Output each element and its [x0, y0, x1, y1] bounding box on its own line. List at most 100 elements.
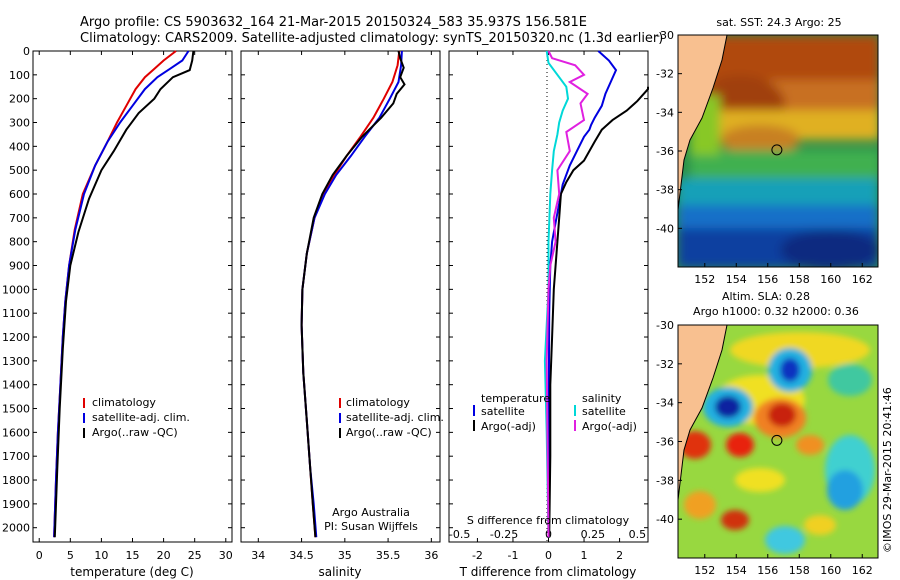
x-tick-label: 20	[157, 549, 171, 562]
series-line-climatology	[300, 50, 401, 538]
salinity-axes-frame	[240, 50, 441, 543]
depth-tick-label: 800	[9, 236, 30, 249]
x-tick-label: 35.5	[376, 549, 401, 562]
lat-tick-label: -34	[656, 106, 674, 119]
lat-tick-label: -30	[656, 29, 674, 42]
s-diff-tick-label: 0.5	[629, 528, 647, 541]
depth-tick-label: 600	[9, 188, 30, 201]
x-tick-label: -1	[507, 549, 518, 562]
x-tick-label: 34	[251, 549, 265, 562]
salinity-x-label: salinity	[318, 565, 361, 579]
lat-tick-label: -38	[656, 184, 674, 197]
x-tick-label: 15	[126, 549, 140, 562]
lon-tick-label: 160	[820, 273, 841, 286]
legend-label-climatology: climatology	[92, 396, 156, 409]
series-line-satellite-adj-clim-	[300, 50, 403, 538]
s-difference-label: S difference from climatology	[467, 514, 630, 527]
legend-label-climatology: climatology	[346, 396, 410, 409]
sla-land	[678, 325, 727, 500]
temperature-legend: climatology satellite-adj. clim. Argo(..…	[83, 396, 190, 439]
lat-tick-label: -36	[656, 436, 674, 449]
x-tick-label: 36	[424, 549, 438, 562]
depth-tick-label: 1500	[2, 403, 30, 416]
lat-tick-label: -30	[656, 319, 674, 332]
legend-label-satellite: satellite-adj. clim.	[92, 411, 190, 424]
legend-label-t-argo: Argo(-adj)	[481, 420, 536, 433]
salinity-legend: climatology satellite-adj. clim. Argo(..…	[339, 396, 444, 439]
lon-tick-label: 158	[789, 564, 810, 577]
argo-australia-credit: Argo Australia	[332, 506, 410, 519]
lat-tick-label: -40	[656, 222, 674, 235]
x-tick-label: 35	[338, 549, 352, 562]
x-tick-label: -2	[472, 549, 483, 562]
depth-tick-label: 1600	[2, 426, 30, 439]
x-tick-label: 30	[219, 549, 233, 562]
sst-coastline	[678, 35, 728, 211]
header-line-2: Climatology: CARS2009. Satellite-adjuste…	[80, 31, 663, 46]
series-line-argo-raw-qc-	[53, 50, 195, 538]
series-line-t-argo-adj-	[548, 86, 649, 538]
header-line-1: Argo profile: CS 5903632_164 21-Mar-2015…	[80, 15, 587, 30]
lat-tick-label: -32	[656, 68, 674, 81]
legend-title-temperature: temperature	[481, 392, 550, 405]
series-line-satellite-adj-clim-	[53, 50, 190, 538]
x-tick-label: 2	[616, 549, 623, 562]
legend-label-t-satellite: satellite	[481, 405, 525, 418]
lon-tick-label: 160	[820, 564, 841, 577]
series-line-climatology	[53, 50, 177, 538]
t-difference-x-label: T difference from climatology	[459, 565, 637, 579]
x-tick-label: 0	[36, 549, 43, 562]
legend-label-argo: Argo(..raw -QC)	[346, 426, 432, 439]
lat-tick-label: -40	[656, 513, 674, 526]
difference-legend: temperature salinity satellite Argo(-adj…	[473, 392, 637, 433]
lat-tick-label: -38	[656, 474, 674, 487]
series-line-s-argo-adj-	[545, 50, 590, 538]
lon-tick-label: 154	[726, 273, 747, 286]
depth-tick-label: 1900	[2, 498, 30, 511]
lon-tick-label: 156	[757, 273, 778, 286]
lat-tick-label: -36	[656, 145, 674, 158]
x-tick-label: 1	[581, 549, 588, 562]
legend-label-argo: Argo(..raw -QC)	[92, 426, 178, 439]
depth-tick-label: 1200	[2, 331, 30, 344]
temperature-axes-frame	[32, 50, 233, 543]
argo-float-marker	[771, 434, 783, 446]
depth-tick-label: 100	[9, 69, 30, 82]
depth-tick-label: 2000	[2, 522, 30, 535]
depth-tick-label: 900	[9, 260, 30, 273]
depth-axis: 0 100 200 300 400 500 600 700 800 900 1000 1100 1200…	[2, 45, 232, 535]
sla-map: Altim. SLA: 0.28 Argo h1000: 0.32 h2000:…	[656, 290, 879, 577]
depth-tick-label: 1700	[2, 450, 30, 463]
lon-tick-label: 154	[726, 564, 747, 577]
sst-map: sat. SST: 24.3 Argo: 25 152 154 156 158 16	[656, 16, 879, 286]
depth-tick-label: 1400	[2, 379, 30, 392]
lat-tick-label: -34	[656, 397, 674, 410]
x-tick-label: 5	[67, 549, 74, 562]
lat-tick-label: -32	[656, 358, 674, 371]
series-line-t-satellite	[547, 50, 618, 538]
sla-map-title-1: Altim. SLA: 0.28	[722, 290, 810, 303]
series-line-argo-raw-qc-	[300, 50, 406, 538]
pi-credit: PI: Susan Wijffels	[324, 520, 418, 533]
lon-tick-label: 156	[757, 564, 778, 577]
s-diff-tick-label: 0.25	[581, 528, 606, 541]
depth-tick-label: 1800	[2, 474, 30, 487]
lon-tick-label: 162	[852, 273, 873, 286]
temperature-panel: 0100200300400500600700800900100011001200…	[2, 45, 233, 579]
legend-label-satellite: satellite-adj. clim.	[346, 411, 444, 424]
difference-panel: -2 -1 0 1 2 -0.5 -0.25 0 0.25 0.5 S difference f…	[448, 50, 649, 579]
depth-tick-label: 400	[9, 140, 30, 153]
x-tick-label: 34.5	[289, 549, 314, 562]
legend-title-salinity: salinity	[582, 392, 622, 405]
depth-tick-label: 1100	[2, 307, 30, 320]
sst-map-title: sat. SST: 24.3 Argo: 25	[716, 16, 841, 29]
depth-tick-label: 1300	[2, 355, 30, 368]
imos-timestamp-credit: ©IMOS 29-Mar-2015 20:41:46	[881, 387, 894, 553]
depth-tick-label: 700	[9, 212, 30, 225]
lon-tick-label: 158	[789, 273, 810, 286]
x-tick-label: 10	[94, 549, 108, 562]
depth-tick-label: 200	[9, 93, 30, 106]
legend-label-s-satellite: satellite	[582, 405, 626, 418]
depth-tick-label: 0	[23, 45, 30, 58]
